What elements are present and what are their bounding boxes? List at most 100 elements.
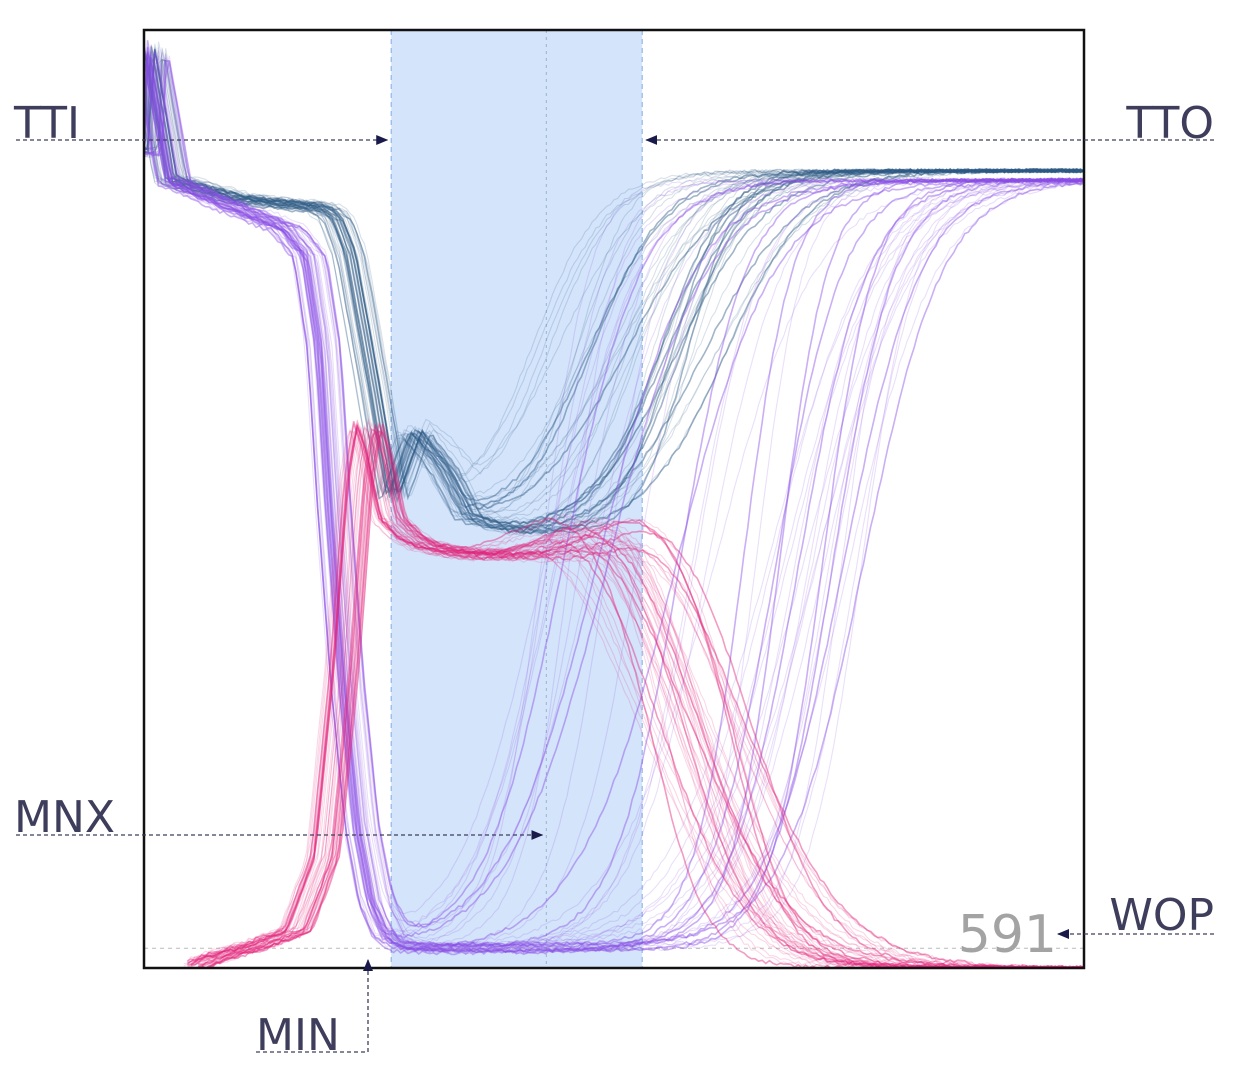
series-1-trace	[143, 49, 1085, 525]
series-1-trace	[143, 57, 1084, 495]
series-2-trace	[143, 47, 1085, 954]
series-1-trace	[144, 50, 1085, 530]
series-2-trace	[143, 51, 1085, 953]
series-2-trace	[143, 47, 1085, 949]
series-3-trace	[198, 424, 1084, 969]
series-1	[143, 41, 1085, 536]
series-3-trace	[198, 423, 1085, 969]
series-2-trace	[143, 63, 1085, 954]
series-2-trace	[143, 46, 1085, 954]
series-2-trace	[143, 54, 1085, 947]
series-3-trace	[187, 426, 1085, 969]
series-2-trace	[143, 44, 1085, 948]
series-3-trace	[187, 421, 1085, 969]
series-2-trace	[143, 51, 1085, 949]
series-3-trace	[198, 429, 1085, 969]
series-2-trace	[143, 47, 1085, 915]
series-1-trace	[143, 46, 1085, 535]
series-1-trace	[143, 52, 1085, 529]
series-1-trace	[143, 59, 1085, 528]
series-3-trace	[190, 423, 1085, 969]
series-1-trace	[143, 54, 1085, 533]
sample-count-label: 591	[958, 905, 1057, 965]
series-2-trace	[143, 55, 1085, 924]
series-2-trace	[143, 65, 1085, 949]
series-1-trace	[143, 97, 1085, 531]
series-2-trace	[143, 53, 1085, 951]
series-2-trace	[143, 59, 1085, 945]
series-2-trace	[143, 106, 1085, 956]
series-2-trace	[143, 44, 1085, 946]
series-2-trace	[143, 58, 1085, 950]
series-2-trace	[143, 50, 1085, 949]
series-2-trace	[143, 59, 1085, 955]
series-3-trace	[186, 423, 1084, 969]
series-2-trace	[143, 52, 1085, 939]
series-3-trace	[194, 426, 1085, 969]
series-1-trace	[143, 83, 1085, 512]
series-1-trace	[143, 48, 1085, 521]
mnx-label: MNX	[14, 792, 115, 843]
series-2-trace	[143, 91, 1085, 936]
series-2-trace	[143, 56, 1085, 953]
series-2-trace	[143, 55, 1085, 947]
series-1-trace	[144, 41, 1085, 484]
series-3-trace	[201, 424, 1085, 969]
series-1-trace	[143, 54, 1085, 513]
series-1-trace	[143, 73, 1085, 535]
series-2-trace	[144, 60, 1085, 928]
series-2-trace	[143, 83, 1085, 950]
series-1-trace	[143, 48, 1085, 525]
series-3-trace	[187, 424, 1085, 969]
series-2-trace	[143, 41, 1085, 947]
series-3-trace	[201, 428, 1085, 969]
series-3-trace	[190, 428, 1084, 969]
series-2-trace	[143, 50, 1085, 954]
series-1-trace	[143, 87, 1085, 508]
series-1-trace	[143, 57, 1085, 533]
series-1-trace	[143, 60, 1085, 533]
series-2-trace	[143, 46, 1085, 947]
series-3-trace	[190, 424, 1084, 969]
series-2-trace	[143, 61, 1085, 936]
series-2-trace	[143, 62, 1085, 954]
series-1-trace	[143, 53, 1085, 531]
series-3-trace	[194, 421, 1085, 969]
series-1-trace	[143, 51, 1085, 535]
min-label: MIN	[256, 1010, 340, 1061]
series-1-trace	[143, 47, 1085, 527]
series-3-trace	[194, 421, 1084, 969]
series-2-trace	[143, 59, 1085, 953]
series-2-trace	[143, 116, 1085, 947]
series-1-trace	[143, 57, 1085, 529]
series-1-trace	[143, 46, 1085, 528]
min-arrow	[256, 959, 373, 1053]
series-2-trace	[143, 52, 1085, 947]
series-1-trace	[143, 55, 1085, 535]
series-2-trace	[143, 46, 1085, 932]
series-2-trace	[143, 107, 1085, 947]
series-1-trace	[143, 51, 1085, 502]
series-1-trace	[143, 58, 1084, 520]
series-1-trace	[143, 100, 1085, 519]
series-1-trace	[143, 60, 1085, 536]
plot-frame	[142, 28, 1086, 970]
series-2-trace	[143, 54, 1085, 948]
series-2-trace	[143, 56, 1085, 948]
series-2-trace	[143, 58, 1085, 951]
series-2-trace	[143, 103, 1085, 952]
series-2-trace	[143, 91, 1085, 954]
series-1-trace	[143, 49, 1085, 530]
series-1-trace	[143, 61, 1085, 491]
series-3-trace	[194, 432, 1084, 969]
series-3-trace	[201, 420, 1084, 969]
series-1-trace	[143, 122, 1085, 516]
series-3-trace	[187, 428, 1085, 969]
series-2	[143, 40, 1085, 956]
tto-label: TTO	[1125, 98, 1214, 149]
series-1-trace	[143, 44, 1084, 500]
series-1-trace	[143, 47, 1085, 485]
series-1-trace	[143, 50, 1084, 507]
tti-label: TTI	[13, 98, 80, 149]
series-3-trace	[187, 422, 1084, 969]
